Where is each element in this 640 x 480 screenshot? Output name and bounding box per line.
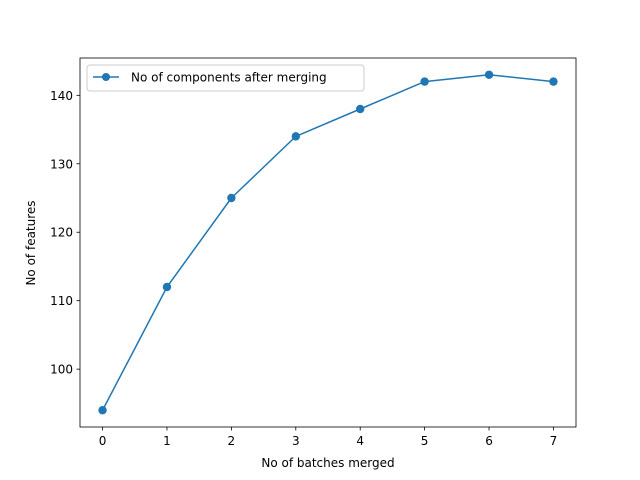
x-axis-label: No of batches merged: [261, 456, 394, 470]
data-point-6: [484, 70, 494, 79]
data-point-5: [420, 77, 429, 86]
x-tick-label: 3: [292, 434, 300, 448]
x-tick-label: 0: [99, 434, 107, 448]
y-tick-label: 100: [50, 363, 73, 377]
axes-frame: [79, 57, 577, 428]
x-tick-label: 4: [356, 434, 364, 448]
plot-area: [98, 70, 558, 415]
series-line-0: [101, 74, 554, 411]
legend: No of components after merging: [86, 64, 365, 92]
data-point-2: [227, 193, 236, 203]
x-tick-label: 6: [485, 434, 493, 448]
x-tick-label: 5: [421, 434, 429, 448]
x-tick-label: 2: [228, 434, 236, 448]
y-tick-label: 130: [50, 157, 73, 171]
data-point-3: [291, 132, 300, 141]
legend-entry-label: No of components after merging: [131, 71, 327, 85]
x-tick-label: 7: [550, 434, 558, 448]
legend-marker-swatch: [102, 73, 110, 81]
data-point-1: [162, 282, 172, 292]
legend-box: [86, 64, 365, 92]
y-tick-label: 110: [50, 294, 73, 308]
y-tick-label: 120: [50, 226, 73, 240]
y-axis-label: No of features: [24, 200, 38, 285]
x-tick-label: 1: [163, 434, 171, 448]
y-tick-label: 140: [50, 89, 73, 103]
axes: 0 1 2 3 4 5 6 7 100 110 120 130 140: [50, 57, 577, 448]
data-point-0: [98, 406, 107, 415]
data-point-4: [356, 104, 365, 114]
data-point-7: [549, 77, 558, 86]
